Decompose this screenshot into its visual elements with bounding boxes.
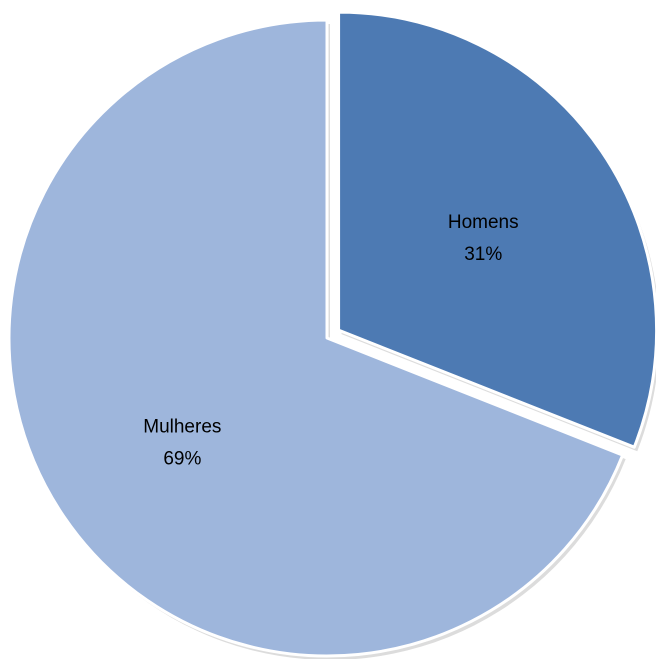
pie-slice-mulheres	[7, 18, 625, 658]
pie-slice-label-homens: Homens 31%	[448, 212, 519, 265]
pie-slice-percent-mulheres: 69%	[163, 448, 201, 469]
pie-slice-layer	[7, 10, 656, 658]
pie-slice-category-homens: Homens	[448, 212, 519, 233]
pie-label-layer: Homens 31% Mulheres 69%	[143, 212, 518, 469]
pie-slice-label-mulheres: Mulheres 69%	[143, 416, 221, 469]
pie-slice-percent-homens: 31%	[464, 244, 502, 265]
pie-slice-homens	[337, 10, 656, 449]
pie-slice-category-mulheres: Mulheres	[143, 416, 221, 437]
